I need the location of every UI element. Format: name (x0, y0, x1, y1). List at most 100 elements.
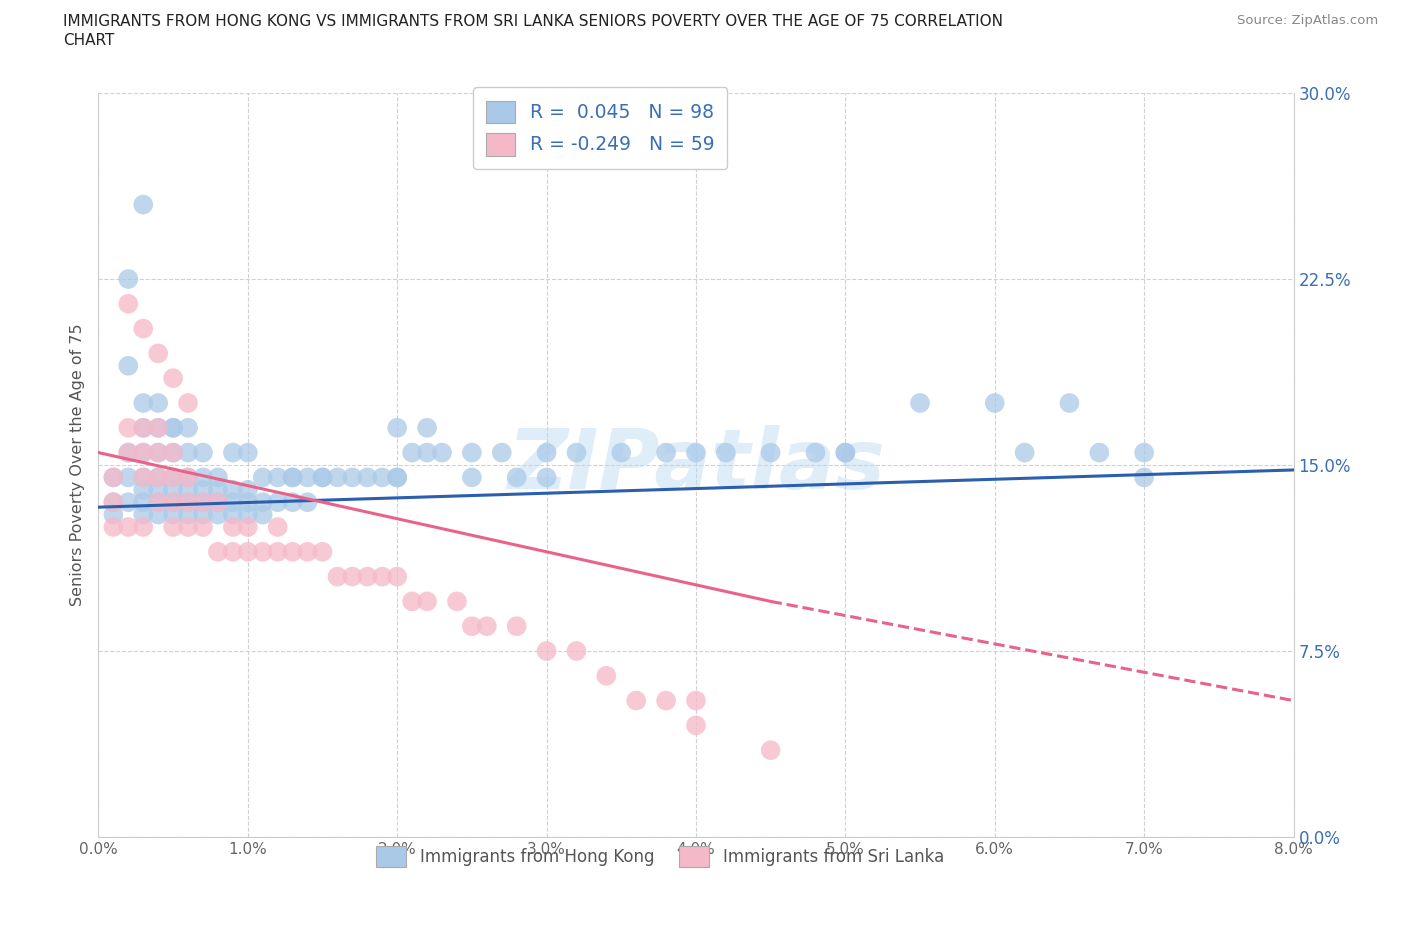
Point (177, 495, 200, 510)
Point (461, 470, 484, 485)
Point (191, 470, 214, 485)
Point (222, 483, 245, 498)
Point (908, 395, 931, 410)
Point (342, 470, 364, 485)
Point (207, 470, 229, 485)
Point (117, 358, 139, 373)
Point (162, 520, 184, 535)
Point (236, 520, 259, 535)
Point (475, 618, 498, 633)
Point (207, 495, 229, 510)
Point (281, 495, 304, 510)
Point (342, 569, 364, 584)
Point (236, 544, 259, 559)
Point (759, 743, 782, 758)
Point (834, 445, 856, 460)
Point (252, 507, 274, 522)
Point (132, 507, 155, 522)
Point (236, 483, 259, 498)
Point (162, 420, 184, 435)
Point (536, 445, 558, 460)
Point (297, 470, 319, 485)
Point (132, 495, 155, 510)
Point (117, 520, 139, 535)
Point (132, 445, 155, 460)
Point (177, 445, 200, 460)
Text: Source: ZipAtlas.com: Source: ZipAtlas.com (1237, 14, 1378, 27)
Point (222, 445, 245, 460)
Point (236, 445, 259, 460)
Point (162, 445, 184, 460)
Point (356, 569, 378, 584)
Point (385, 470, 409, 485)
Point (371, 470, 394, 485)
Point (162, 445, 184, 460)
Point (117, 297, 139, 312)
Point (103, 507, 125, 522)
Point (536, 644, 558, 658)
Point (281, 544, 304, 559)
Point (177, 395, 200, 410)
Point (162, 470, 184, 485)
Point (236, 507, 259, 522)
Point (207, 483, 229, 498)
Point (326, 569, 349, 584)
Point (506, 618, 529, 633)
Point (461, 445, 484, 460)
Point (506, 470, 529, 485)
Point (804, 445, 827, 460)
Point (148, 483, 170, 498)
Point (222, 507, 245, 522)
Point (252, 495, 274, 510)
Point (117, 445, 139, 460)
Point (177, 483, 200, 498)
Point (148, 470, 170, 485)
Point (401, 445, 423, 460)
Point (191, 445, 214, 460)
Point (401, 594, 423, 609)
Point (117, 445, 139, 460)
Point (103, 495, 125, 510)
Point (685, 718, 707, 733)
Point (834, 445, 856, 460)
Point (311, 544, 333, 559)
Point (267, 544, 290, 559)
Point (236, 495, 259, 510)
Point (267, 520, 290, 535)
Point (1088, 445, 1111, 460)
Point (1014, 445, 1036, 460)
Point (281, 470, 304, 485)
Point (207, 495, 229, 510)
Point (416, 594, 439, 609)
Point (162, 470, 184, 485)
Point (162, 495, 184, 510)
Point (148, 495, 170, 510)
Point (132, 445, 155, 460)
Point (148, 507, 170, 522)
Point (132, 470, 155, 485)
Point (117, 272, 139, 286)
Point (371, 569, 394, 584)
Text: CHART: CHART (63, 33, 115, 47)
Point (177, 495, 200, 510)
Point (416, 420, 439, 435)
Point (461, 618, 484, 633)
Point (565, 644, 588, 658)
Point (430, 445, 453, 460)
Point (103, 495, 125, 510)
Point (655, 445, 678, 460)
Point (297, 544, 319, 559)
Point (132, 483, 155, 498)
Point (626, 693, 648, 708)
Point (132, 520, 155, 535)
Point (311, 470, 333, 485)
Point (117, 495, 139, 510)
Point (177, 470, 200, 485)
Point (356, 470, 378, 485)
Point (191, 483, 214, 498)
Point (252, 544, 274, 559)
Point (103, 470, 125, 485)
Point (984, 395, 1007, 410)
Point (416, 445, 439, 460)
Point (132, 420, 155, 435)
